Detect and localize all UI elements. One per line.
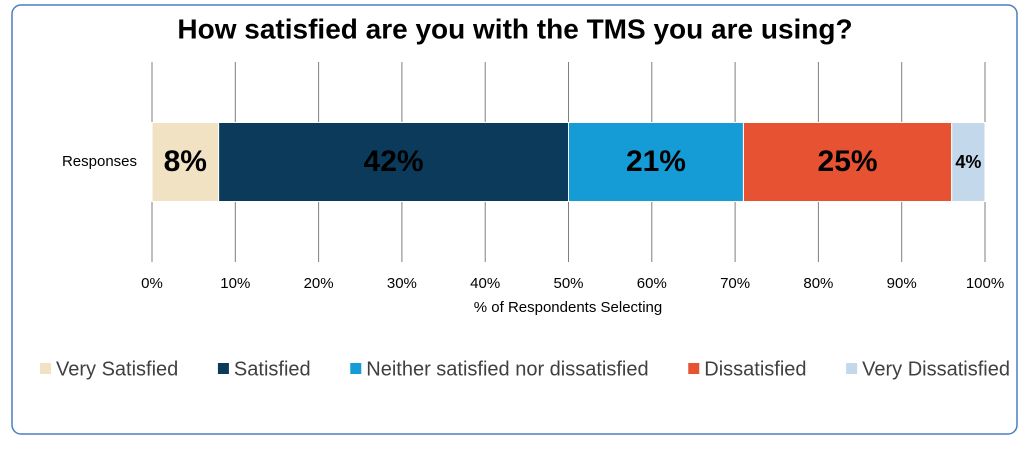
data-label: 4% bbox=[955, 152, 981, 172]
x-tick-label: 80% bbox=[803, 275, 833, 292]
legend-label: Dissatisfied bbox=[704, 358, 806, 380]
x-tick-label: 20% bbox=[304, 275, 334, 292]
legend-label: Very Satisfied bbox=[56, 358, 178, 380]
legend-label: Very Dissatisfied bbox=[862, 358, 1010, 380]
x-tick-label: 50% bbox=[553, 275, 583, 292]
x-tick-label: 100% bbox=[966, 275, 1004, 292]
x-tick-label: 40% bbox=[470, 275, 500, 292]
data-label: 42% bbox=[364, 145, 424, 178]
chart-frame bbox=[11, 4, 1018, 435]
data-label: 21% bbox=[626, 145, 686, 178]
bar-segment bbox=[951, 122, 986, 202]
legend-swatch bbox=[40, 363, 51, 374]
legend-swatch bbox=[350, 363, 362, 374]
y-tick-label: Responses bbox=[62, 153, 137, 170]
legend-swatch bbox=[846, 363, 858, 374]
x-tick-label: 0% bbox=[141, 275, 163, 292]
x-tick-label: 60% bbox=[637, 275, 667, 292]
legend-label: Neither satisfied nor dissatisfied bbox=[366, 358, 648, 380]
legend-label: Satisfied bbox=[234, 358, 311, 380]
x-tick-label: 90% bbox=[887, 275, 917, 292]
x-tick-label: 30% bbox=[387, 275, 417, 292]
bar-segment bbox=[568, 122, 744, 202]
data-label: 8% bbox=[164, 145, 207, 178]
x-tick-label: 70% bbox=[720, 275, 750, 292]
x-tick-label: 10% bbox=[220, 275, 250, 292]
data-label: 25% bbox=[818, 145, 878, 178]
chart-title: How satisfied are you with the TMS you a… bbox=[177, 13, 852, 44]
legend-swatch bbox=[217, 363, 229, 374]
x-axis-title: % of Respondents Selecting bbox=[474, 299, 662, 316]
legend-swatch bbox=[688, 363, 700, 374]
